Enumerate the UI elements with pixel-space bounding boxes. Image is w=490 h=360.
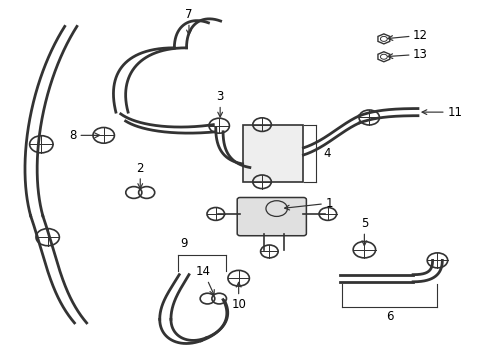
- Text: 8: 8: [70, 129, 99, 142]
- Text: 4: 4: [323, 147, 330, 160]
- Text: 13: 13: [388, 48, 428, 61]
- Text: 10: 10: [231, 282, 246, 311]
- Text: 7: 7: [185, 8, 193, 35]
- Text: 11: 11: [422, 105, 462, 119]
- Text: 6: 6: [386, 310, 393, 323]
- Text: 2: 2: [137, 162, 144, 188]
- Text: 14: 14: [196, 265, 214, 295]
- Text: 12: 12: [388, 29, 428, 42]
- FancyBboxPatch shape: [243, 125, 303, 182]
- Text: 3: 3: [217, 90, 224, 117]
- FancyBboxPatch shape: [237, 198, 306, 236]
- Text: 1: 1: [285, 197, 333, 210]
- Text: 9: 9: [180, 237, 188, 249]
- Text: 5: 5: [361, 217, 368, 246]
